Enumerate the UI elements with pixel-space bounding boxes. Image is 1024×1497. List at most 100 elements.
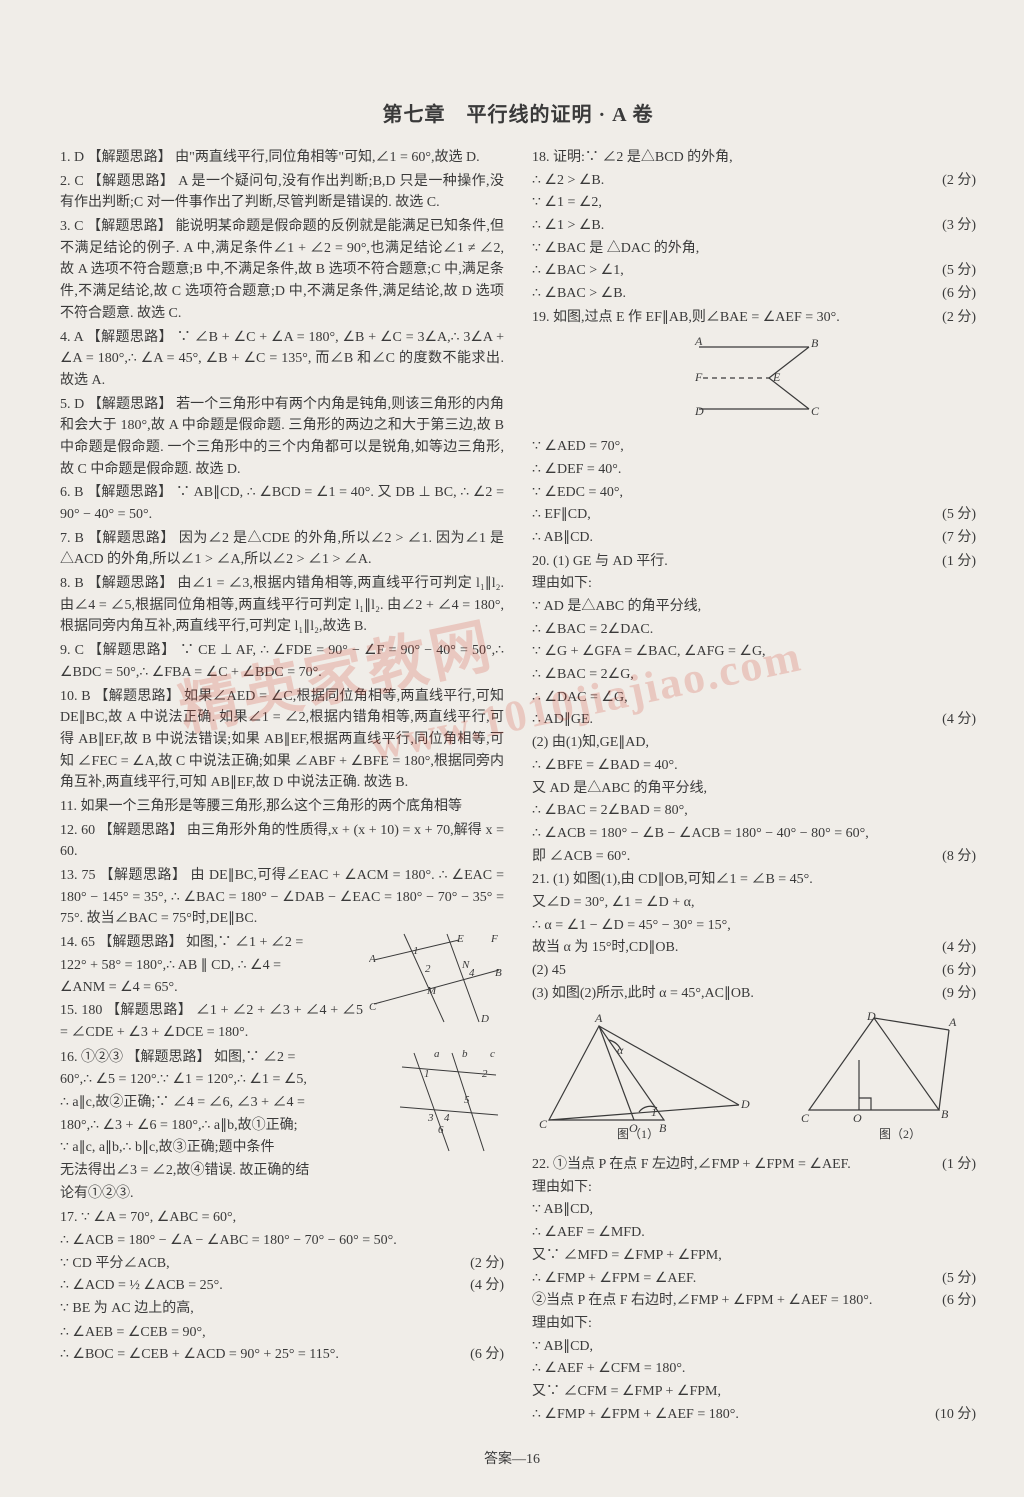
q17-l5: ∵ BE 为 AC 边上的高,: [60, 1298, 504, 1320]
page-footer: 答案—16: [0, 1449, 1024, 1471]
fig16-c: c: [490, 1048, 495, 1060]
q18-s3: (5 分): [942, 260, 976, 282]
q18-l3: ∵ ∠1 = ∠2,: [532, 192, 976, 214]
q20-l10: ∴ ∠BFE = ∠BAD = 40°.: [532, 755, 976, 777]
q18-l6: ∴ ∠BAC > ∠1,: [532, 263, 624, 278]
q4-text: 4. A 【解题思路】 ∵ ∠B + ∠C + ∠A = 180°, ∠B + …: [60, 327, 504, 392]
fig21-2-D: D: [866, 1010, 876, 1023]
fig16-6: 6: [438, 1124, 444, 1136]
q18-s1: (2 分): [942, 170, 976, 192]
q20-l2: 理由如下:: [532, 573, 976, 595]
q20: 20. (1) GE 与 AD 平行.(1 分) 理由如下: ∵ AD 是△AB…: [532, 551, 976, 868]
q3: 3. C 【解题思路】 能说明某命题是假命题的反例就是能满足已知条件,但不满足结…: [60, 216, 504, 324]
q21-l5: (2) 45: [532, 963, 566, 978]
q21-s1: (4 分): [942, 937, 976, 959]
fig14-n1: 1: [413, 945, 419, 957]
fig16-3: 3: [427, 1112, 434, 1124]
q10: 10. B 【解题思路】 如果∠AED = ∠C,根据同位角相等,两直线平行,可…: [60, 686, 504, 794]
q18-l2: ∴ ∠2 > ∠B.: [532, 173, 604, 188]
q22-l11: 又∵ ∠CFM = ∠FMP + ∠FPM,: [532, 1381, 976, 1403]
q22-l4: ∴ ∠AEF = ∠MFD.: [532, 1222, 976, 1244]
fig21-1-one: 1: [651, 1105, 657, 1119]
fig16-a: a: [434, 1048, 440, 1060]
fig19: A B F E D C: [532, 333, 976, 431]
q22-l12: ∴ ∠FMP + ∠FPM + ∠AEF = 180°.: [532, 1407, 739, 1422]
fig21-2-C: C: [801, 1111, 810, 1125]
q20-l11: 又 AD 是△ABC 的角平分线,: [532, 778, 976, 800]
q20-l9: (2) 由(1)知,GE∥AD,: [532, 732, 976, 754]
q7: 7. B 【解题思路】 因为∠2 是△CDE 的外角,所以∠2 > ∠1. 因为…: [60, 528, 504, 571]
q2-text: 2. C 【解题思路】 A 是一个疑问句,没有作出判断;B,D 只是一种操作,没…: [60, 171, 504, 214]
q19-s2: (5 分): [942, 504, 976, 526]
q17-s1: (2 分): [470, 1253, 504, 1275]
q17-s2: (4 分): [470, 1275, 504, 1297]
fig16-4: 4: [444, 1112, 450, 1124]
q20-l6: ∴ ∠BAC = 2∠G,: [532, 664, 976, 686]
q17-l4: ∴ ∠ACD = ½ ∠ACB = 25°.: [60, 1278, 223, 1293]
q18-s4: (6 分): [942, 283, 976, 305]
q17-l1: 17. ∵ ∠A = 70°, ∠ABC = 60°,: [60, 1207, 504, 1229]
q20-s3: (8 分): [942, 846, 976, 868]
q22-l1: 22. ①当点 P 在点 F 左边时,∠FMP + ∠FPM = ∠AEF.: [532, 1157, 851, 1172]
q18-l1: 18. 证明:∵ ∠2 是△BCD 的外角,: [532, 147, 976, 169]
fig21-2-B: B: [941, 1107, 949, 1121]
q22-s3: (6 分): [942, 1290, 976, 1312]
q20-l7: ∴ ∠DAC = ∠G,: [532, 687, 976, 709]
q18-s2: (3 分): [942, 215, 976, 237]
q11-text: 11. 如果一个三角形是等腰三角形,那么这个三角形的两个底角相等: [60, 796, 504, 818]
q7-text: 7. B 【解题思路】 因为∠2 是△CDE 的外角,所以∠2 > ∠1. 因为…: [60, 528, 504, 571]
q17-left: 17. ∵ ∠A = 70°, ∠ABC = 60°, ∴ ∠ACB = 180…: [60, 1207, 504, 1319]
q19-s3: (7 分): [942, 527, 976, 549]
q20-s2: (4 分): [942, 709, 976, 731]
fig21-cap2: 图（2）: [879, 1127, 921, 1140]
q19-l3: ∴ ∠DEF = 40°.: [532, 459, 976, 481]
q22-s4: (10 分): [935, 1404, 976, 1426]
q13-text: 13. 75 【解题思路】 由 DE∥BC,可得∠EAC + ∠ACM = 18…: [60, 865, 504, 930]
q21-l4: 故当 α 为 15°时,CD∥OB.: [532, 940, 678, 955]
q4: 4. A 【解题思路】 ∵ ∠B + ∠C + ∠A = 180°, ∠B + …: [60, 327, 504, 392]
q16-l7: 论有①②③.: [60, 1183, 504, 1205]
content-columns: 1. D 【解题思路】 由"两直线平行,同位角相等"可知,∠1 = 60°,故选…: [60, 147, 976, 1427]
q17-l6: ∴ ∠AEB = ∠CEB = 90°,: [60, 1322, 504, 1344]
q5: 5. D 【解题思路】 若一个三角形中有两个内角是钝角,则该三角形的内角和会大于…: [60, 394, 504, 481]
fig19-B: B: [811, 336, 819, 350]
q1-text: 1. D 【解题思路】 由"两直线平行,同位角相等"可知,∠1 = 60°,故选…: [60, 147, 504, 169]
fig14-B: B: [495, 967, 502, 979]
q22-l6: ∴ ∠FMP + ∠FPM = ∠AEF.: [532, 1271, 696, 1286]
q19-s1: (2 分): [942, 307, 976, 329]
q22-l2: 理由如下:: [532, 1177, 976, 1199]
fig16: a b c 1 2 3 4 5 6: [394, 1047, 504, 1165]
fig14-n2: 2: [425, 963, 431, 975]
q9: 9. C 【解题思路】 ∵ CE ⊥ AF, ∴ ∠FDE = 90° − ∠F…: [60, 640, 504, 683]
q10-text: 10. B 【解题思路】 如果∠AED = ∠C,根据同位角相等,两直线平行,可…: [60, 686, 504, 794]
q21-l3: ∴ α = ∠1 − ∠D = 45° − 30° = 15°,: [532, 915, 976, 937]
q22-l7: ②当点 P 在点 F 右边时,∠FMP + ∠FPM + ∠AEF = 180°…: [532, 1293, 872, 1308]
q19-l6: ∴ AB∥CD.: [532, 530, 593, 545]
q22-s2: (5 分): [942, 1268, 976, 1290]
q22-l10: ∴ ∠AEF + ∠CFM = 180°.: [532, 1358, 976, 1380]
fig21-1-A: A: [594, 1011, 603, 1025]
q18: 18. 证明:∵ ∠2 是△BCD 的外角, ∴ ∠2 > ∠B. (2 分) ∵…: [532, 147, 976, 305]
q20-l13: ∴ ∠ACB = 180° − ∠B − ∠ACB = 180° − 40° −…: [532, 823, 976, 845]
q12: 12. 60 【解题思路】 由三角形外角的性质得,x + (x + 10) = …: [60, 820, 504, 863]
q6-text: 6. B 【解题思路】 ∵ AB∥CD, ∴ ∠BCD = ∠1 = 40°. …: [60, 482, 504, 525]
fig14-E: E: [456, 933, 464, 945]
q21-s3: (9 分): [942, 983, 976, 1005]
fig19-F: F: [694, 370, 703, 384]
fig14-n4: 4: [469, 967, 475, 979]
fig16-2: 2: [482, 1068, 488, 1080]
q22-l8: 理由如下:: [532, 1313, 976, 1335]
q18-l7: ∴ ∠BAC > ∠B.: [532, 286, 626, 301]
fig21-2-A: A: [948, 1015, 957, 1029]
fig14-M: M: [426, 985, 437, 997]
fig19-E: E: [772, 370, 781, 384]
q21-l6: (3) 如图(2)所示,此时 α = 45°,AC∥OB.: [532, 986, 754, 1001]
q6: 6. B 【解题思路】 ∵ AB∥CD, ∴ ∠BCD = ∠1 = 40°. …: [60, 482, 504, 525]
q17-l3: ∵ CD 平分∠ACB,: [60, 1253, 504, 1275]
q20-l5: ∵ ∠G + ∠GFA = ∠BAC, ∠AFG = ∠G,: [532, 641, 976, 663]
page-title: 第七章 平行线的证明 · A 卷: [60, 100, 976, 131]
q22: 22. ①当点 P 在点 F 左边时,∠FMP + ∠FPM = ∠AEF. (1…: [532, 1154, 976, 1425]
q19-l1: 19. 如图,过点 E 作 EF∥AB,则∠BAE = ∠AEF = 30°.: [532, 310, 840, 325]
q20-l12: ∴ ∠BAC = 2∠BAD = 80°,: [532, 800, 976, 822]
fig16-5: 5: [464, 1094, 470, 1106]
